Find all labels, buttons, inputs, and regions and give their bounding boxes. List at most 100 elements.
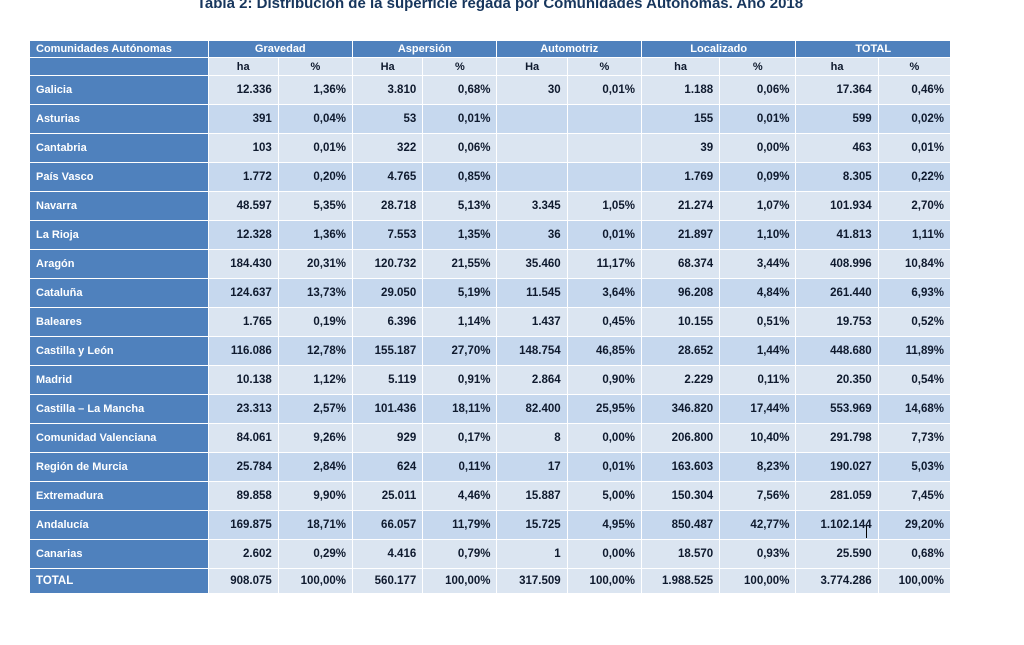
table-cell: 3,64% [566,278,642,308]
total-cell: 317.509 [496,568,568,594]
table-cell: 0,04% [277,104,354,134]
total-cell: 560.177 [352,568,424,594]
table-cell: 25.784 [207,452,279,482]
table-cell: 116.086 [207,336,279,366]
table-cell: 30 [496,75,568,105]
unit-header: % [566,57,642,76]
table-cell: 5,19% [422,278,498,308]
table-cell: 20.350 [795,365,879,395]
table-cell: 2,57% [277,394,354,424]
table-cell: 0,46% [877,75,952,105]
table-cell: 1.188 [640,75,721,105]
table-row: Canarias 2.602 0,29% 4.416 0,79% 1 0,00% 18.570… [29,539,952,569]
unit-header: % [277,57,354,76]
table-cell: 346.820 [640,394,721,424]
region-name: País Vasco [29,162,209,192]
unit-header: Ha [496,57,568,76]
table-cell: 0,19% [277,307,354,337]
table-cell: 101.934 [795,191,879,221]
table-cell: 5,03% [877,452,952,482]
column-group-header: Automotriz [496,40,642,58]
table-cell: 0,29% [277,539,354,569]
table-cell: 19.753 [795,307,879,337]
table-cell: 3.345 [496,191,568,221]
table-cell: 18.570 [640,539,721,569]
table-cell: 0,54% [877,365,952,395]
table-cell: 28.718 [352,191,424,221]
table-cell: 8 [496,423,568,453]
table-cell: 89.858 [207,481,279,511]
table-cell: 10,84% [877,249,952,279]
table-cell: 2.229 [640,365,721,395]
table-cell: 1.437 [496,307,568,337]
table-cell: 20,31% [277,249,354,279]
table-cell: 0,17% [422,423,498,453]
table-cell: 6.396 [352,307,424,337]
table-cell: 1,36% [277,220,354,250]
table-cell: 5,00% [566,481,642,511]
total-cell: 3.774.286 [795,568,879,594]
table-cell: 261.440 [795,278,879,308]
table-cell: 0,00% [566,423,642,453]
table-cell: 2.864 [496,365,568,395]
table-cell: 29.050 [352,278,424,308]
table-cell: 0,01% [877,133,952,163]
header-blank-cell [29,57,209,76]
table-cell: 0,00% [566,539,642,569]
header-groups-row: Comunidades Autónomas Gravedad Aspersión Au… [29,40,951,58]
total-label: TOTAL [29,568,209,594]
table-row: País Vasco 1.772 0,20% 4.765 0,85% 1.769 0,09%… [29,162,952,192]
table-cell: 21.897 [640,220,721,250]
table-cell: 408.996 [795,249,879,279]
table-row: Baleares 1.765 0,19% 6.396 1,14% 1.437 0,45% 10… [29,307,952,337]
table-cell: 14,68% [877,394,952,424]
table-cell: 11,17% [566,249,642,279]
table-cell: 1,14% [422,307,498,337]
table-cell: 850.487 [640,510,721,540]
table-cell: 206.800 [640,423,721,453]
table-cell: 8,23% [719,452,797,482]
table-cell: 7,56% [719,481,797,511]
table-cell: 11,79% [422,510,498,540]
table-cell: 1.772 [207,162,279,192]
table-cell: 39 [640,133,721,163]
table-cell: 13,73% [277,278,354,308]
total-cell: 100,00% [566,568,642,594]
table-cell: 322 [352,133,424,163]
table-cell: 25.011 [352,481,424,511]
table-cell: 5.119 [352,365,424,395]
table-cell: 1,12% [277,365,354,395]
irrigation-table: Comunidades Autónomas Gravedad Aspersión Au… [29,40,952,594]
table-row: Castilla – La Mancha 23.313 2,57% 101.436 18… [29,394,952,424]
unit-header: % [877,57,952,76]
column-group-header: Aspersión [352,40,498,58]
region-name: Aragón [29,249,209,279]
table-cell: 17,44% [719,394,797,424]
region-name: Castilla – La Mancha [29,394,209,424]
table-cell: 150.304 [640,481,721,511]
table-row: Galicia 12.336 1,36% 3.810 0,68% 30 0,01% 1.188… [29,75,952,105]
region-name: Asturias [29,104,209,134]
total-cell: 100,00% [422,568,498,594]
table-cell: 12.328 [207,220,279,250]
table-cell: 1,11% [877,220,952,250]
table-cell: 0,02% [877,104,952,134]
table-row: Cataluña 124.637 13,73% 29.050 5,19% 11.545 3,… [29,278,952,308]
column-group-header: Gravedad [207,40,354,58]
table-cell: 929 [352,423,424,453]
table-cell: 103 [207,133,279,163]
table-cell: 0,01% [277,133,354,163]
table-cell: 25.590 [795,539,879,569]
table-cell: 7,45% [877,481,952,511]
table-cell [566,162,642,192]
table-cell: 0,06% [422,133,498,163]
table-row: Cantabria 103 0,01% 322 0,06% 39 0,00% 463 0,01% [29,133,952,163]
table-cell: 169.875 [207,510,279,540]
table-cell: 29,20% [877,510,952,540]
table-row: Región de Murcia 25.784 2,84% 624 0,11% 17 0,0… [29,452,952,482]
table-cell: 1 [496,539,568,569]
region-name: Madrid [29,365,209,395]
table-cell: 3,44% [719,249,797,279]
table-cell: 28.652 [640,336,721,366]
table-cell [566,104,642,134]
